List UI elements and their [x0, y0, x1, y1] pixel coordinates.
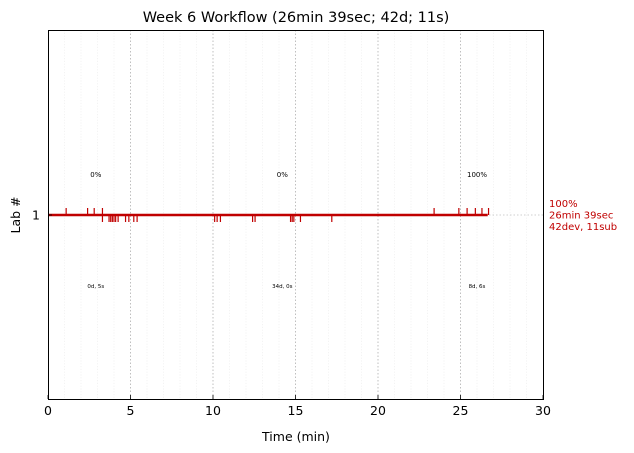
- axes: 0 5 10 15 20 25 30 1: [32, 208, 551, 419]
- segment-percent-label: 0%: [90, 171, 101, 179]
- segment-percent-label: 0%: [277, 171, 288, 179]
- y-axis-label: Lab #: [8, 196, 23, 233]
- track-layer: [48, 208, 490, 222]
- x-tick-label: 10: [205, 403, 221, 418]
- segment-percent-label: 100%: [467, 171, 487, 179]
- x-tick-label: 15: [288, 403, 304, 418]
- x-tick-label: 20: [370, 403, 386, 418]
- x-tick-label: 5: [127, 403, 135, 418]
- x-axis-label: Time (min): [261, 429, 330, 444]
- lab-summary-line: 42dev, 11sub: [549, 222, 617, 233]
- x-tick-label: 30: [535, 403, 551, 418]
- chart-title: Week 6 Workflow (26min 39sec; 42d; 11s): [143, 10, 450, 26]
- segment-duration-label: 8d, 6s: [469, 284, 486, 290]
- segment-duration-label: 0d, 5s: [87, 284, 104, 290]
- x-tick-label: 25: [453, 403, 469, 418]
- lab-summary-line: 26min 39sec: [549, 211, 613, 222]
- segment-duration-label: 34d, 0s: [272, 284, 292, 290]
- y-tick-label: 1: [32, 208, 40, 223]
- lab-summary-line: 100%: [549, 199, 578, 210]
- x-tick-label: 0: [44, 403, 52, 418]
